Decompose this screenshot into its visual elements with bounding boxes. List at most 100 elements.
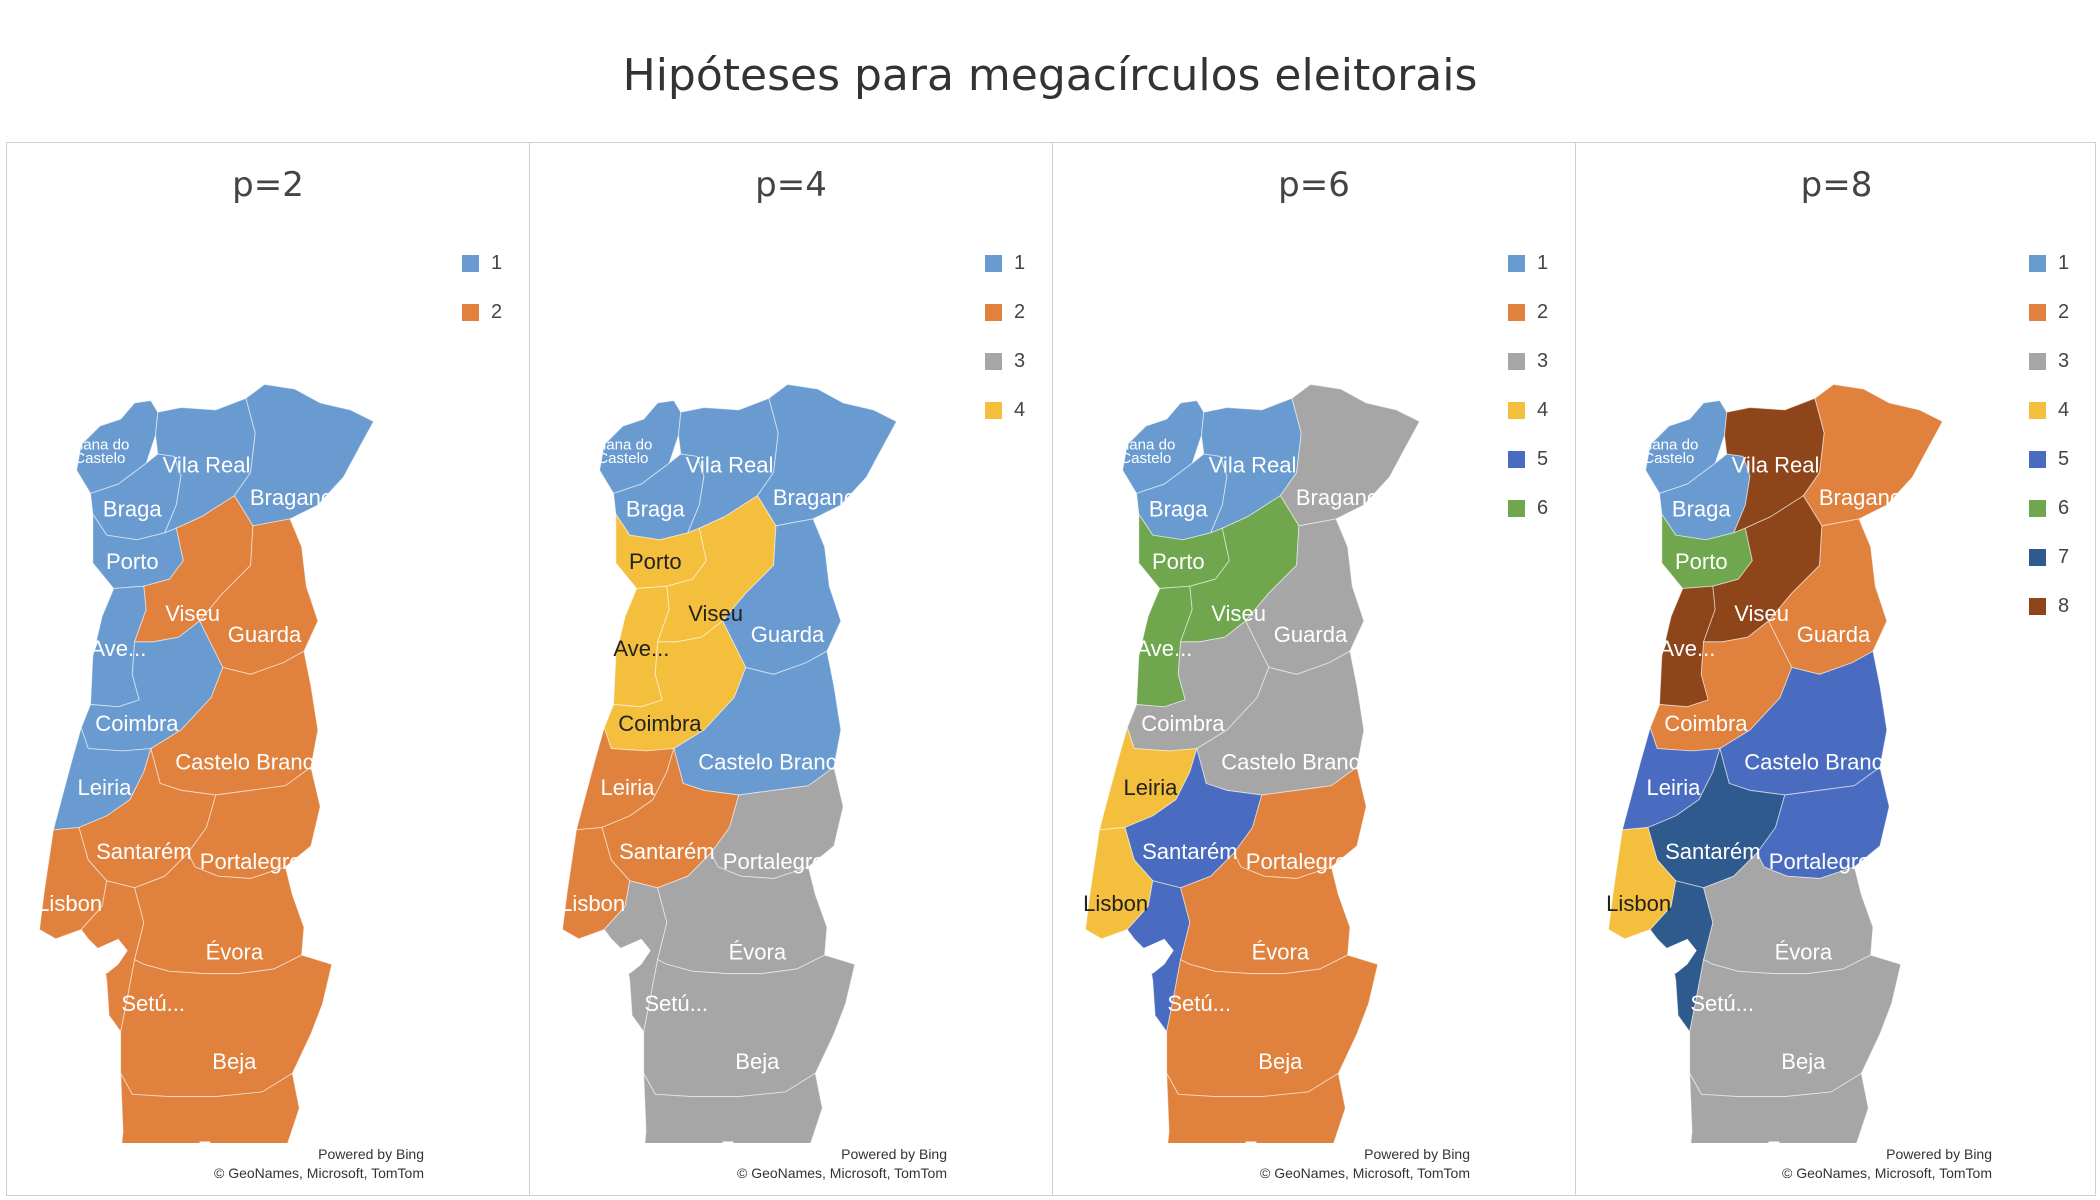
district-label-viana: Viana do Castelo bbox=[70, 436, 129, 467]
district-label-braga: Braga bbox=[103, 497, 163, 522]
district-label-aveiro: Ave... bbox=[613, 636, 669, 661]
district-label-evora: Évora bbox=[729, 940, 787, 965]
district-label-evora: Évora bbox=[1775, 940, 1833, 965]
legend-swatch bbox=[1508, 500, 1525, 517]
legend-item: 4 bbox=[985, 386, 1025, 435]
district-label-castelobranco: Castelo Branco bbox=[175, 749, 326, 774]
legend-label: 2 bbox=[491, 301, 503, 323]
legend-swatch bbox=[462, 304, 479, 321]
legend-item: 2 bbox=[985, 288, 1025, 337]
legend-label: 4 bbox=[2058, 399, 2070, 421]
district-label-beja: Beja bbox=[1258, 1049, 1303, 1074]
district-label-beja: Beja bbox=[1781, 1049, 1826, 1074]
legend-item: 2 bbox=[462, 288, 502, 337]
district-label-viana: Viana do Castelo bbox=[1639, 436, 1698, 467]
panel-title: p=2 bbox=[232, 165, 304, 205]
district-label-beja: Beja bbox=[212, 1049, 257, 1074]
district-braganca[interactable] bbox=[1802, 383, 1944, 527]
district-label-evora: Évora bbox=[1252, 940, 1310, 965]
district-beja[interactable] bbox=[120, 954, 333, 1098]
panel-title: p=8 bbox=[1800, 165, 1873, 205]
legend-swatch bbox=[1508, 304, 1525, 321]
district-label-setubal: Setú... bbox=[644, 991, 708, 1016]
district-label-braga: Braga bbox=[1149, 497, 1209, 522]
district-label-porto: Porto bbox=[106, 549, 159, 574]
legend-label: 3 bbox=[1537, 350, 1549, 372]
district-label-portalegre: Portalegre bbox=[1246, 849, 1348, 874]
district-label-aveiro: Ave... bbox=[1659, 636, 1715, 661]
district-beja[interactable] bbox=[1166, 954, 1379, 1098]
district-label-viana: Viana do Castelo bbox=[1116, 436, 1175, 467]
district-label-aveiro: Ave... bbox=[90, 636, 146, 661]
district-label-viseu: Viseu bbox=[1211, 601, 1266, 626]
legend-label: 1 bbox=[491, 252, 503, 274]
legend-item: 6 bbox=[1508, 484, 1548, 533]
district-label-porto: Porto bbox=[1675, 549, 1728, 574]
district-label-porto: Porto bbox=[1152, 549, 1205, 574]
district-label-castelobranco: Castelo Branco bbox=[1744, 749, 1895, 774]
district-beja[interactable] bbox=[1689, 954, 1902, 1098]
district-braganca[interactable] bbox=[233, 383, 375, 527]
district-label-santarem: Santarém bbox=[1142, 839, 1238, 864]
district-label-porto: Porto bbox=[629, 549, 682, 574]
tagus-estuary bbox=[615, 938, 651, 974]
legend-label: 4 bbox=[1014, 399, 1026, 421]
legend-item: 3 bbox=[2029, 337, 2069, 386]
district-label-braga: Braga bbox=[1672, 497, 1732, 522]
legend-label: 1 bbox=[2058, 252, 2070, 274]
legend-label: 3 bbox=[1014, 350, 1026, 372]
legend-label: 3 bbox=[2058, 350, 2070, 372]
district-label-viseu: Viseu bbox=[688, 601, 743, 626]
legend-item: 7 bbox=[2029, 533, 2069, 582]
district-label-guarda: Guarda bbox=[1797, 622, 1871, 647]
legend-item: 1 bbox=[985, 239, 1025, 288]
legend-item: 8 bbox=[2029, 582, 2069, 631]
legend-label: 1 bbox=[1014, 252, 1026, 274]
district-label-beja: Beja bbox=[735, 1049, 780, 1074]
district-label-portalegre: Portalegre bbox=[200, 849, 302, 874]
map-credit-powered-by: Powered by Bing bbox=[1364, 1146, 1470, 1162]
district-braganca[interactable] bbox=[756, 383, 898, 527]
legend-swatch bbox=[462, 255, 479, 272]
district-label-vilareal: Vila Real bbox=[163, 453, 251, 478]
legend-item: 1 bbox=[2029, 239, 2069, 288]
district-braganca[interactable] bbox=[1279, 383, 1421, 527]
district-label-leiria: Leiria bbox=[1646, 775, 1701, 800]
map-credit-sources: © GeoNames, Microsoft, TomTom bbox=[214, 1165, 424, 1181]
legend-item: 3 bbox=[1508, 337, 1548, 386]
district-label-lisbon: Lisbon bbox=[1083, 891, 1148, 916]
map-panel-2: p=4 Viana do Castelo Braga Vila Real Bragança… bbox=[530, 143, 1053, 1195]
district-label-faro: Faro bbox=[1767, 1137, 1812, 1143]
legend-label: 5 bbox=[2058, 448, 2070, 470]
legend-label: 4 bbox=[1537, 399, 1549, 421]
legend: 1 2 3 4 5 6 bbox=[1508, 239, 1548, 533]
legend-item: 5 bbox=[1508, 435, 1548, 484]
legend-label: 2 bbox=[1537, 301, 1549, 323]
legend-swatch bbox=[2029, 402, 2046, 419]
district-label-setubal: Setú... bbox=[1690, 991, 1754, 1016]
panel-title: p=6 bbox=[1278, 165, 1350, 205]
tagus-estuary bbox=[1138, 938, 1174, 974]
legend-label: 5 bbox=[1537, 448, 1549, 470]
district-label-guarda: Guarda bbox=[1274, 622, 1348, 647]
legend-swatch bbox=[2029, 353, 2046, 370]
legend-swatch bbox=[985, 304, 1002, 321]
legend-item: 3 bbox=[985, 337, 1025, 386]
map-panel-1: p=2 Viana do Castelo Braga Vila Real Bragança… bbox=[7, 143, 530, 1195]
legend-swatch bbox=[2029, 304, 2046, 321]
district-label-viseu: Viseu bbox=[165, 601, 220, 626]
legend-item: 4 bbox=[1508, 386, 1548, 435]
legend-swatch bbox=[1508, 451, 1525, 468]
district-label-santarem: Santarém bbox=[96, 839, 192, 864]
district-label-portalegre: Portalegre bbox=[723, 849, 825, 874]
district-beja[interactable] bbox=[643, 954, 856, 1098]
map-panel-4: p=8 Viana do Castelo Braga Vila Real Bragança… bbox=[1576, 143, 2097, 1195]
district-label-vilareal: Vila Real bbox=[686, 453, 774, 478]
legend-item: 2 bbox=[2029, 288, 2069, 337]
legend-item: 6 bbox=[2029, 484, 2069, 533]
district-label-lisbon: Lisbon bbox=[1606, 891, 1671, 916]
legend-label: 6 bbox=[1537, 497, 1549, 519]
